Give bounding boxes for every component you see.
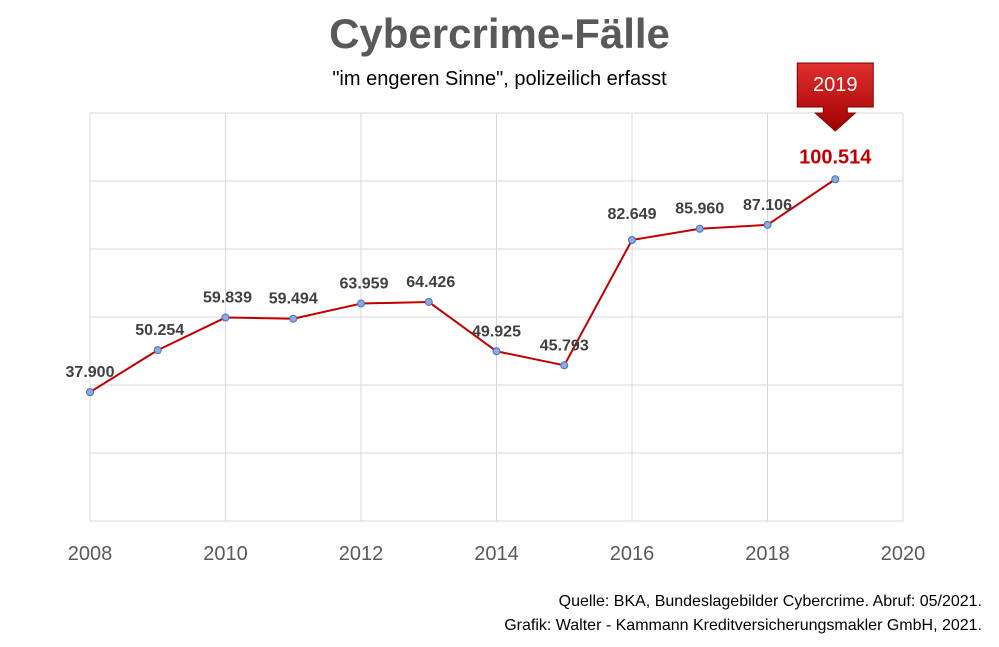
source-line-2: Grafik: Walter - Kammann Kreditversicher… [504, 617, 982, 634]
data-point [695, 224, 704, 233]
x-tick-label: 2012 [339, 543, 384, 565]
x-tick-label: 2020 [881, 543, 926, 565]
series-line [89, 178, 836, 393]
data-point [492, 347, 501, 356]
data-point [153, 346, 162, 355]
x-tick-label: 2014 [474, 543, 519, 565]
x-tick-label: 2018 [745, 543, 790, 565]
data-point [86, 388, 94, 397]
data-label: 50.254 [135, 322, 184, 339]
source-note: Quelle: BKA, Bundeslagebilder Cybercrime… [504, 590, 982, 638]
data-point [628, 235, 636, 244]
data-label: 87.106 [743, 197, 792, 214]
callout-year-label: 2019 [813, 74, 858, 96]
data-point [221, 313, 230, 322]
series-line-group [89, 178, 836, 393]
chart-subtitle: "im engeren Sinne", polizeilich erfasst [332, 68, 667, 90]
x-tick-label: 2010 [203, 543, 248, 565]
data-point [560, 361, 569, 370]
x-tick-label: 2008 [68, 543, 113, 565]
data-label: 37.900 [66, 364, 115, 381]
highlight-callout: 2019 [796, 62, 874, 132]
data-point [357, 299, 365, 308]
data-label: 63.959 [340, 276, 389, 293]
data-labels: 37.900 50.254 59.839 59.494 63.959 64.426 49.9… [66, 146, 873, 381]
data-label: 85.960 [675, 201, 724, 218]
data-points [86, 175, 840, 397]
grid-lines [89, 112, 904, 522]
data-point [289, 314, 298, 323]
chart-title: Cybercrime-Fälle [329, 10, 670, 57]
data-label: 82.649 [608, 206, 657, 223]
x-tick-label: 2016 [610, 543, 655, 565]
data-label: 59.839 [203, 290, 252, 307]
data-point [831, 175, 840, 184]
source-line-1: Quelle: BKA, Bundeslagebilder Cybercrime… [558, 593, 982, 610]
data-label: 49.925 [472, 323, 521, 340]
data-label-highlight: 100.514 [799, 146, 872, 168]
data-point [424, 297, 433, 306]
data-label: 59.494 [269, 291, 318, 308]
data-label: 45.793 [540, 337, 589, 354]
x-axis-ticks: 2008 2010 2012 2014 2016 2018 2020 [68, 543, 926, 565]
callout-arrow-shape [796, 62, 874, 132]
data-label: 64.426 [406, 274, 455, 291]
data-point [763, 220, 772, 229]
